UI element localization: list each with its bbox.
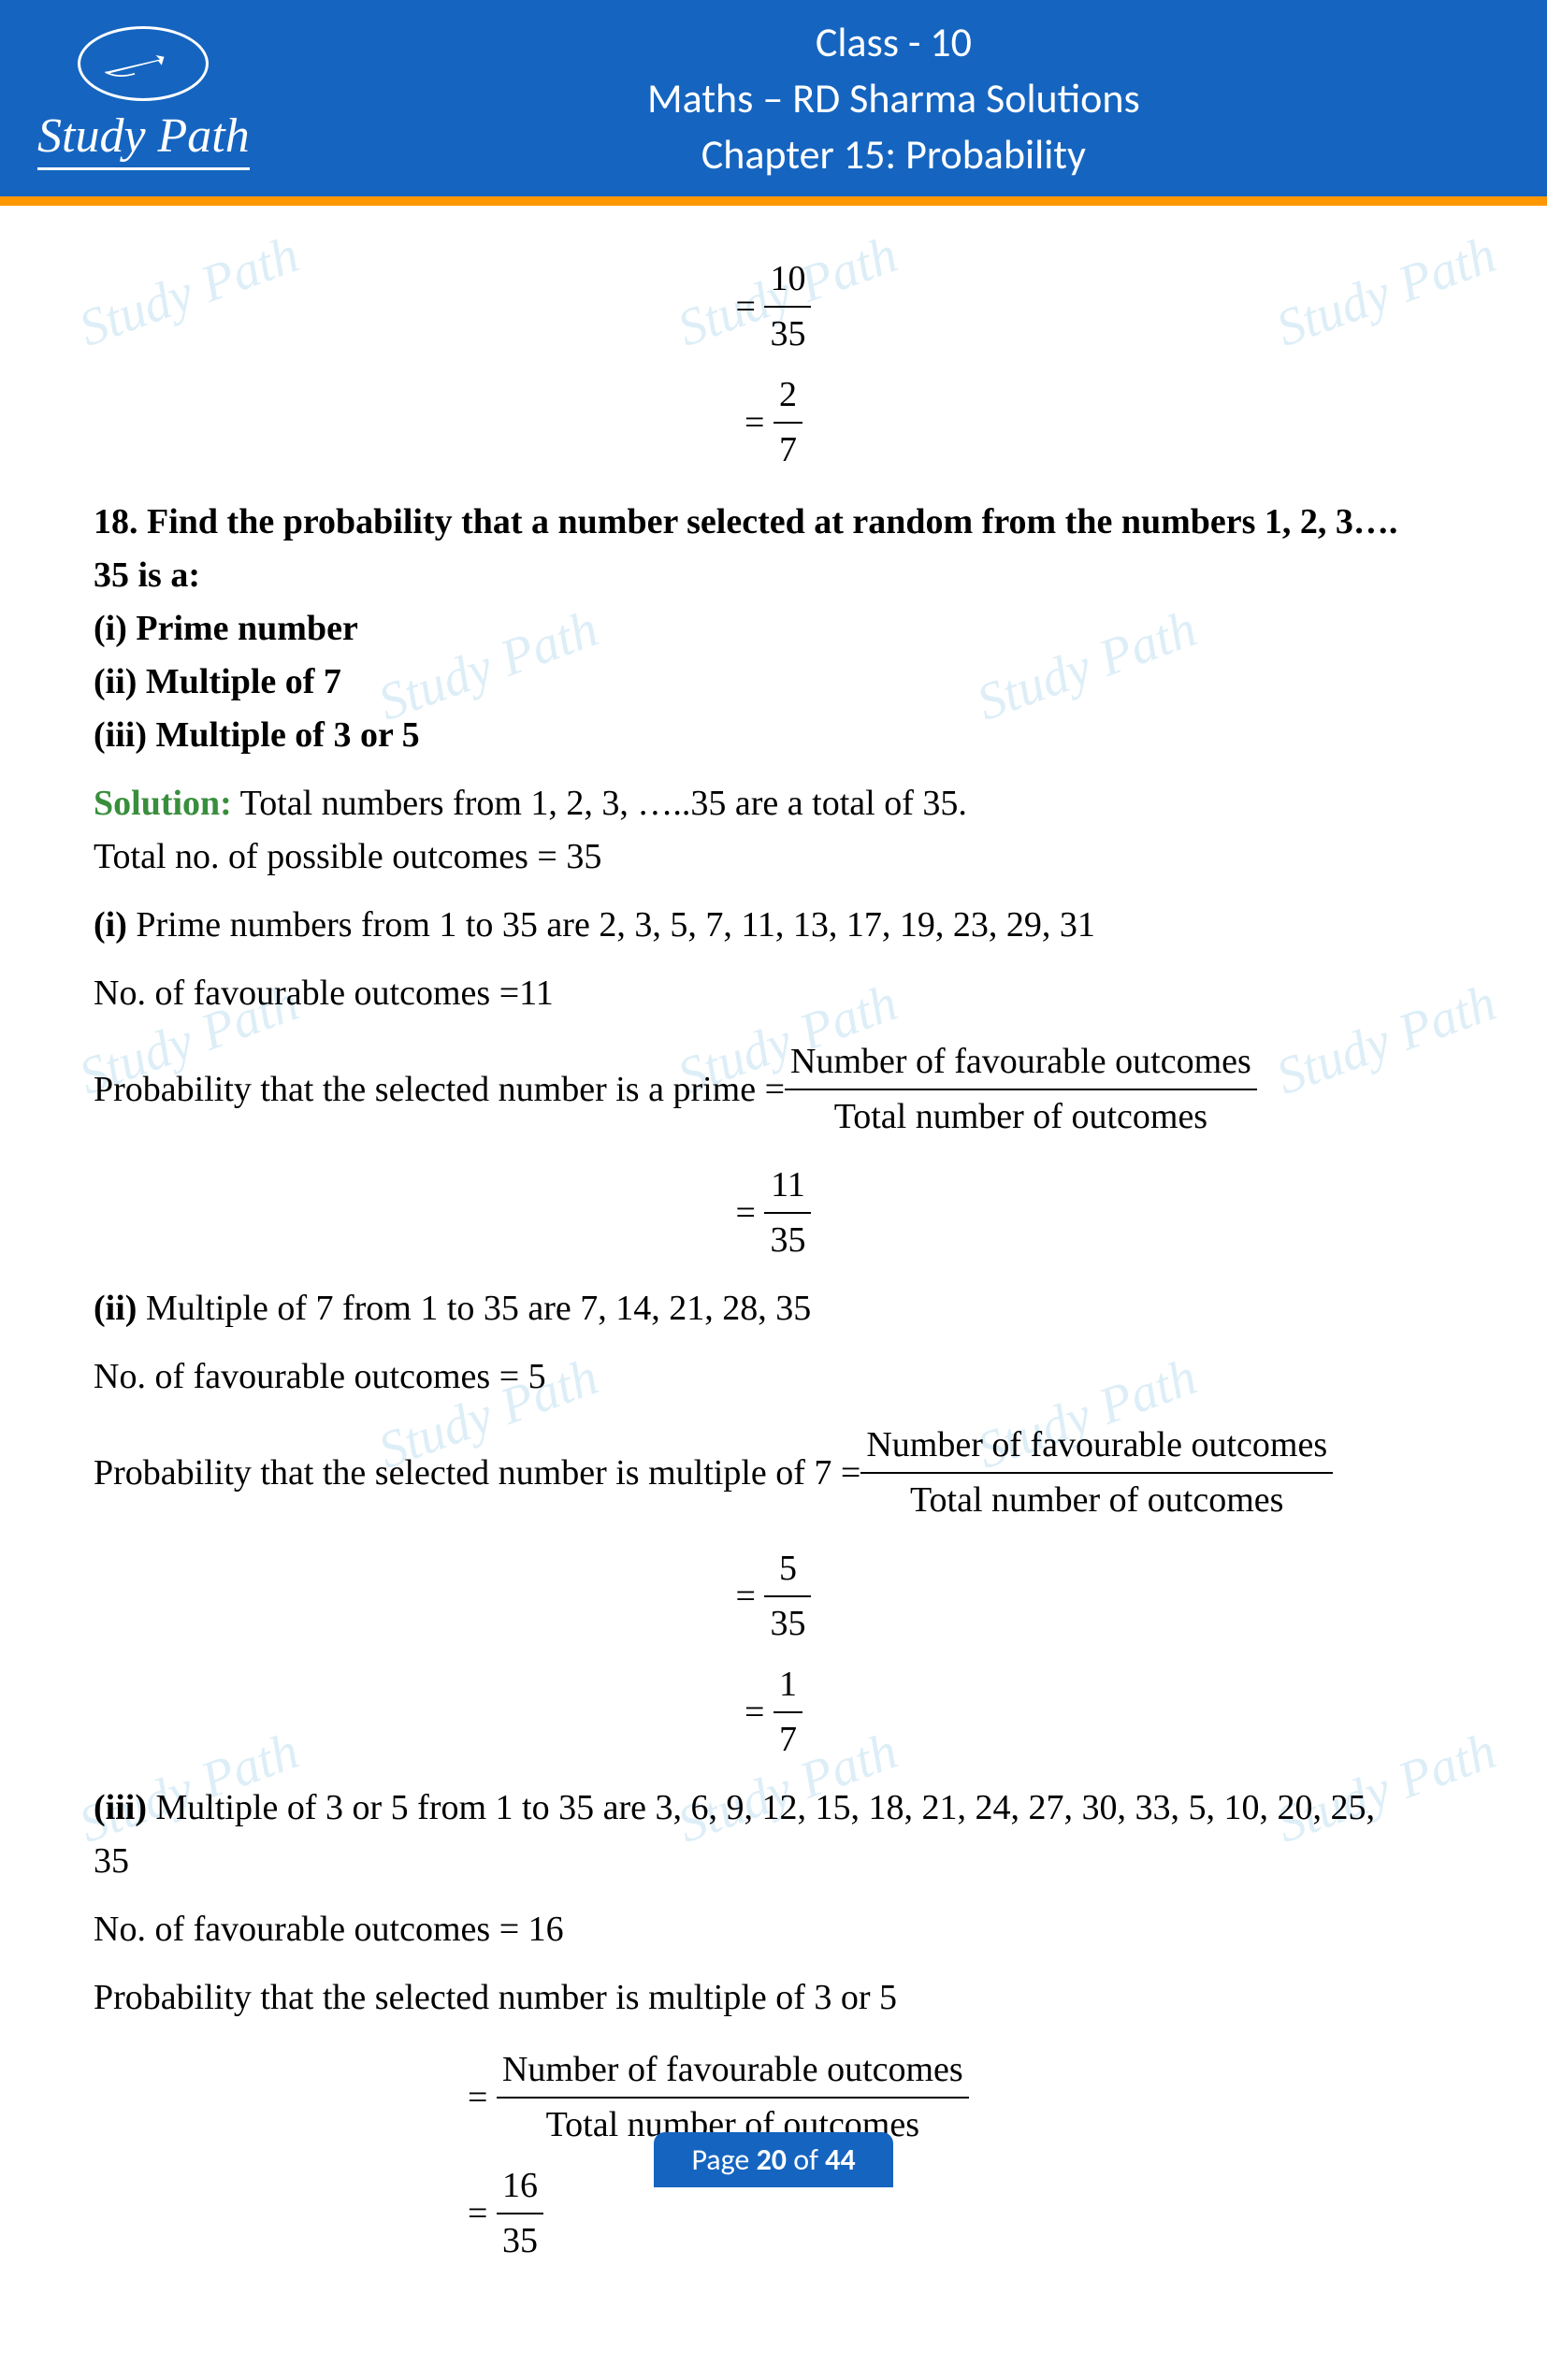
part-text: Multiple of 3 or 5 from 1 to 35 are 3, 6… [147, 1788, 1375, 1827]
denominator: Total number of outcomes [860, 1474, 1333, 1527]
fraction: 11 35 [764, 1159, 811, 1267]
question-option: (ii) Multiple of 7 [94, 656, 1453, 709]
page-footer: Page 20 of 44 [0, 2132, 1547, 2187]
header-titles: Class - 10 Maths – RD Sharma Solutions C… [278, 17, 1510, 180]
denominator: 35 [497, 2214, 543, 2268]
solution-text: Total numbers from 1, 2, 3, …..35 are a … [232, 784, 967, 823]
denominator: 35 [764, 1214, 811, 1267]
page-prefix: Page [691, 2142, 756, 2178]
logo: Study Path [37, 26, 250, 170]
part-text: Prime numbers from 1 to 35 are 2, 3, 5, … [127, 905, 1095, 945]
top-equation: = 10 35 = 2 7 [94, 252, 1453, 477]
content-area: = 10 35 = 2 7 18. Find the probability t… [0, 206, 1547, 2380]
page-indicator: Page 20 of 44 [654, 2132, 892, 2187]
question-option: (i) Prime number [94, 602, 1453, 656]
equation-step: = 5 35 [94, 1542, 1453, 1651]
equals-sign: = [745, 397, 774, 450]
question-line: 18. Find the probability that a number s… [94, 496, 1453, 549]
numerator: Number of favourable outcomes [785, 1035, 1257, 1090]
part-i: (i) Prime numbers from 1 to 35 are 2, 3,… [94, 899, 1453, 952]
equation-step: = 1 7 [94, 1658, 1453, 1767]
denominator: 35 [764, 1597, 811, 1651]
numerator: 10 [764, 252, 811, 308]
favourable-outcomes: No. of favourable outcomes = 16 [94, 1903, 1453, 1956]
equals-sign: = [468, 2071, 497, 2125]
probability-text: Probability that the selected number is … [94, 1447, 860, 1500]
equals-sign: = [736, 281, 765, 334]
solution-label: Solution: [94, 784, 232, 823]
logo-text: Study Path [37, 108, 250, 170]
logo-icon [78, 26, 209, 101]
numerator: 1 [774, 1658, 802, 1713]
denominator: 7 [774, 424, 802, 477]
fraction: 5 35 [764, 1542, 811, 1651]
part-text: Multiple of 7 from 1 to 35 are 7, 14, 21… [137, 1289, 811, 1328]
numerator: 5 [764, 1542, 811, 1597]
denominator: 7 [774, 1713, 802, 1767]
denominator: Total number of outcomes [785, 1090, 1257, 1144]
header-subject: Maths – RD Sharma Solutions [278, 73, 1510, 123]
equals-sign: = [736, 1570, 765, 1623]
part-text: 35 [94, 1835, 1453, 1888]
equals-sign: = [745, 1686, 774, 1739]
page-of: of [787, 2142, 825, 2178]
fraction: 1 7 [774, 1658, 802, 1767]
solution-block: Solution: Total numbers from 1, 2, 3, ….… [94, 777, 1453, 884]
numerator: Number of favourable outcomes [860, 1419, 1333, 1474]
probability-line: Probability that the selected number is … [94, 1419, 1453, 1527]
solution-text: Total no. of possible outcomes = 35 [94, 830, 1453, 884]
part-label: (iii) [94, 1788, 147, 1827]
probability-line: Probability that the selected number is … [94, 1035, 1453, 1144]
header-class: Class - 10 [278, 17, 1510, 67]
denominator: 35 [764, 308, 811, 361]
fraction: Number of favourable outcomes Total numb… [785, 1035, 1257, 1144]
question-line: 35 is a: [94, 549, 1453, 602]
part-label: (ii) [94, 1289, 137, 1328]
header-chapter: Chapter 15: Probability [278, 129, 1510, 180]
equals-sign: = [468, 2187, 497, 2241]
page-total: 44 [825, 2142, 855, 2178]
question-option: (iii) Multiple of 3 or 5 [94, 709, 1453, 762]
probability-text: Probability that the selected number is … [94, 1063, 785, 1117]
equals-sign: = [736, 1187, 765, 1240]
page-header: Study Path Class - 10 Maths – RD Sharma … [0, 0, 1547, 196]
part-ii: (ii) Multiple of 7 from 1 to 35 are 7, 1… [94, 1282, 1453, 1335]
question-18: 18. Find the probability that a number s… [94, 496, 1453, 762]
probability-text: Probability that the selected number is … [94, 1971, 1453, 2025]
equation-step: = 11 35 [94, 1159, 1453, 1267]
accent-bar [0, 196, 1547, 206]
favourable-outcomes: No. of favourable outcomes =11 [94, 967, 1453, 1020]
numerator: Number of favourable outcomes [497, 2043, 969, 2099]
part-iii: (iii) Multiple of 3 or 5 from 1 to 35 ar… [94, 1781, 1453, 1888]
numerator: 2 [774, 368, 802, 424]
fraction: 10 35 [764, 252, 811, 361]
part-label: (i) [94, 905, 127, 945]
page-current: 20 [757, 2142, 787, 2178]
fraction: 2 7 [774, 368, 802, 477]
numerator: 11 [764, 1159, 811, 1214]
favourable-outcomes: No. of favourable outcomes = 5 [94, 1350, 1453, 1404]
fraction: Number of favourable outcomes Total numb… [860, 1419, 1333, 1527]
